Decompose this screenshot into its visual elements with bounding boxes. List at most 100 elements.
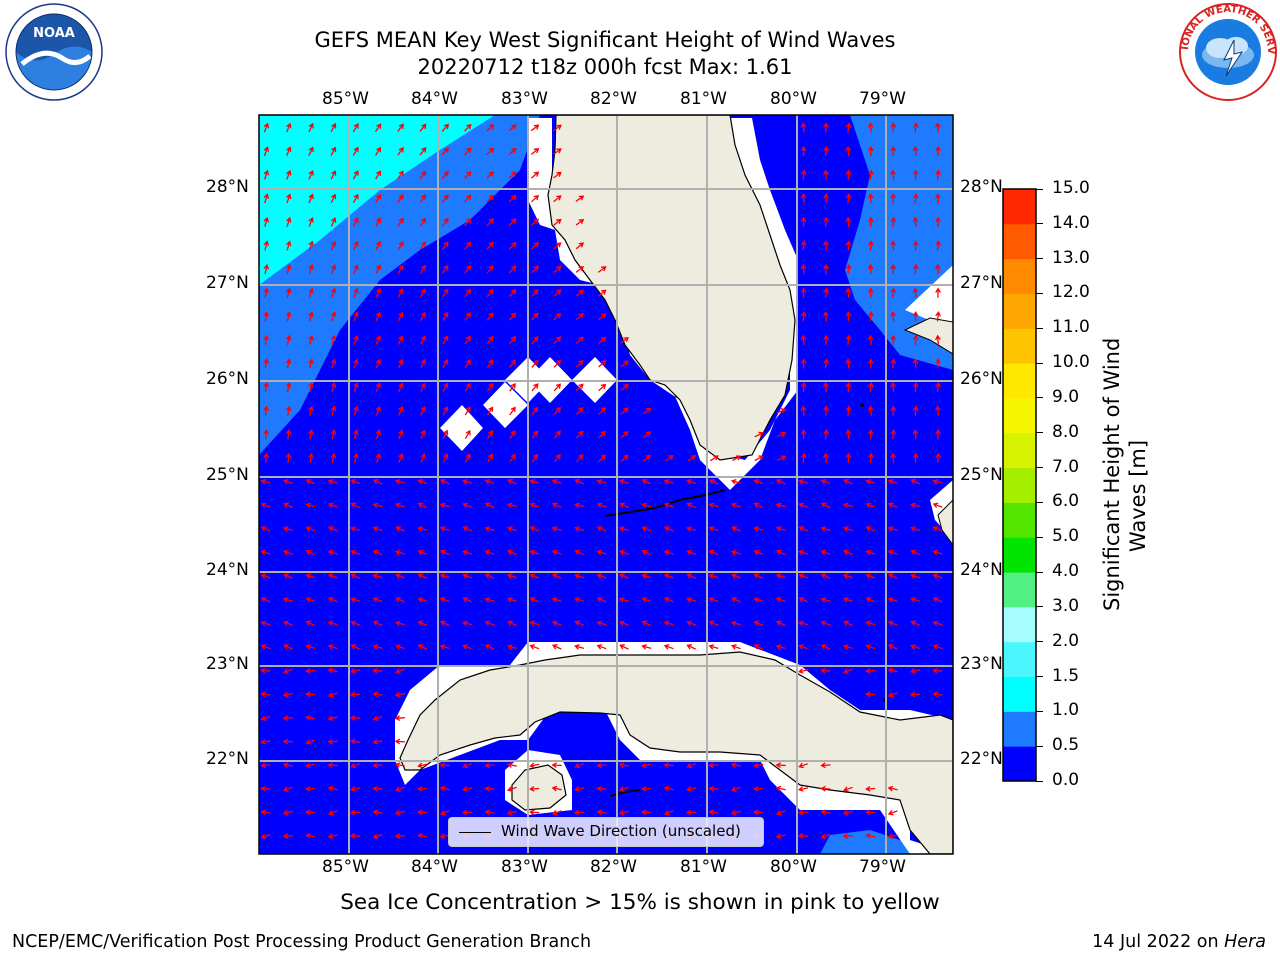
wave-direction-arrow (395, 573, 405, 579)
wave-direction-arrow (775, 573, 786, 579)
wave-direction-arrow (330, 405, 337, 416)
wave-direction-arrow (508, 288, 517, 298)
wave-direction-arrow (598, 454, 606, 463)
wave-direction-arrow (820, 478, 831, 485)
wave-direction-arrow (576, 406, 584, 415)
wave-direction-arrow (531, 453, 539, 463)
wave-direction-arrow (260, 715, 271, 722)
colorbar-tick-label: 15.0 (1052, 178, 1090, 198)
wave-direction-arrow (461, 809, 473, 816)
colorbar-tick-label: 1.5 (1052, 665, 1080, 686)
wave-direction-arrow (619, 644, 629, 650)
wave-direction-arrow (462, 644, 473, 650)
wave-direction-arrow (529, 620, 540, 627)
wave-direction-arrow (867, 287, 874, 298)
wave-direction-arrow (372, 762, 383, 769)
wave-direction-arrow (932, 667, 943, 674)
lon-label-bottom: 85°W (322, 857, 369, 877)
wave-direction-arrow (800, 216, 807, 227)
wave-direction-arrow (419, 241, 426, 251)
wave-direction-arrow (845, 240, 852, 251)
wave-direction-arrow (910, 596, 921, 603)
colorbar-label-line2: Waves [m] (1126, 439, 1150, 553)
wave-direction-arrow (327, 620, 338, 627)
colorbar-cell (1003, 606, 1036, 643)
wave-direction-arrow (932, 573, 943, 579)
wave-direction-arrow (308, 405, 314, 416)
wave-direction-arrow (285, 452, 292, 463)
wave-direction-arrow (305, 739, 316, 745)
wave-direction-arrow (462, 573, 473, 579)
wave-direction-arrow (464, 453, 471, 463)
wave-direction-arrow (283, 478, 293, 485)
wave-direction-arrow (574, 573, 585, 579)
wave-direction-arrow (462, 502, 473, 509)
wave-direction-arrow (394, 762, 405, 768)
wave-direction-arrow (798, 596, 808, 603)
wave-direction-arrow (305, 714, 316, 721)
wave-direction-arrow (935, 216, 941, 227)
wave-direction-arrow (686, 762, 697, 769)
wave-direction-arrow (935, 381, 941, 393)
wave-direction-arrow (442, 311, 449, 321)
wave-direction-arrow (350, 502, 360, 509)
wave-direction-arrow (574, 644, 585, 650)
wave-direction-arrow (867, 216, 874, 227)
wave-direction-arrow (507, 786, 517, 792)
wave-direction-arrow (349, 809, 361, 816)
wave-direction-arrow (753, 573, 764, 579)
wave-direction-arrow (935, 287, 941, 298)
wave-direction-arrow (330, 240, 337, 251)
colorbar-cell (1003, 746, 1036, 782)
colorbar-tick-mark (1036, 501, 1043, 503)
wave-direction-arrow (375, 311, 382, 322)
wave-direction-arrow (327, 691, 338, 698)
wave-direction-arrow (845, 145, 852, 157)
wave-direction-arrow (798, 762, 809, 769)
wave-direction-arrow (353, 287, 359, 298)
wave-direction-arrow (260, 644, 271, 650)
wave-direction-arrow (441, 170, 449, 180)
wave-direction-arrow (775, 644, 786, 650)
wave-direction-arrow (350, 526, 361, 532)
wave-direction-arrow (797, 668, 809, 674)
wave-direction-arrow (620, 454, 629, 462)
wave-direction-arrow (282, 691, 293, 698)
wave-direction-arrow (327, 833, 338, 840)
wave-direction-arrow (775, 785, 786, 792)
wave-direction-arrow (375, 217, 382, 227)
wave-direction-arrow (508, 241, 517, 250)
wave-direction-arrow (797, 809, 809, 816)
wave-direction-arrow (800, 405, 807, 416)
noaa-logo: NOAA (5, 3, 103, 101)
wave-direction-arrow (887, 526, 898, 532)
wave-direction-arrow (375, 193, 382, 204)
wave-direction-arrow (553, 195, 562, 203)
wave-direction-arrow (800, 145, 807, 157)
wave-direction-arrow (731, 526, 741, 532)
wave-direction-arrow (330, 170, 337, 180)
colorbar-tick-mark (1036, 676, 1043, 678)
wave-direction-arrow (353, 264, 359, 274)
wave-direction-arrow (686, 620, 697, 627)
wave-direction-arrow (598, 360, 607, 368)
wave-direction-arrow (753, 762, 764, 769)
wave-direction-arrow (375, 146, 382, 156)
wave-direction-arrow (641, 502, 652, 509)
wave-direction-arrow (508, 194, 517, 203)
isla-de-la-juventud (511, 764, 567, 811)
wave-direction-arrow (395, 668, 405, 674)
wave-direction-arrow (352, 123, 359, 133)
wave-direction-arrow (439, 526, 450, 532)
wave-direction-arrow (509, 453, 516, 463)
wave-direction-arrow (529, 478, 540, 485)
wave-direction-arrow (800, 381, 807, 393)
footer-date: 14 Jul 2022 on Hera (1092, 932, 1266, 952)
wave-direction-arrow (663, 549, 674, 556)
wave-direction-arrow (618, 526, 629, 532)
wave-direction-arrow (575, 266, 585, 273)
colorbar-tick-mark (1036, 223, 1043, 225)
wave-direction-arrow (820, 502, 831, 509)
colorbar-tick-mark (1036, 362, 1043, 364)
wave-direction-arrow (935, 358, 941, 369)
